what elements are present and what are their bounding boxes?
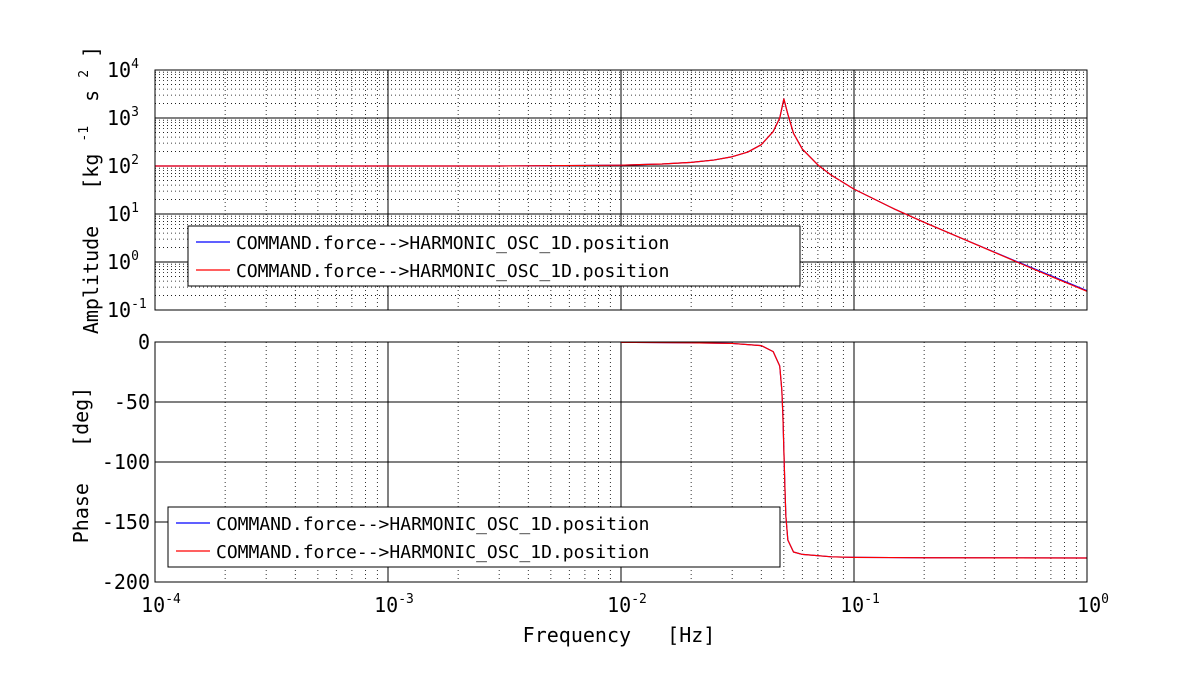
- phase-legend-box: [167, 506, 781, 568]
- magnitude-y-tick-labels: 10-1 100 101 102 103 104: [107, 57, 147, 322]
- magnitude-y-tick-label: 10-1: [107, 297, 147, 322]
- magnitude-y-tick-label: 101: [107, 201, 139, 226]
- x-axis-label: Frequency [Hz]: [523, 623, 716, 647]
- magnitude-legend-box: [187, 225, 801, 287]
- phase-y-tick-label: -200: [102, 570, 150, 594]
- phase-y-tick-label: -100: [102, 450, 150, 474]
- phase-panel: 0 -50 -100 -150 -200 10-4 10-3 10-2 10-1 100 Pha…: [69, 330, 1109, 647]
- phase-y-tick-label: -50: [114, 390, 150, 414]
- magnitude-series-line-2: [155, 98, 1088, 292]
- magnitude-legend-entry-1: COMMAND.force-->HARMONIC_OSC_1D.position: [236, 233, 669, 254]
- magnitude-legend-entry-2: COMMAND.force-->HARMONIC_OSC_1D.position: [236, 261, 669, 282]
- magnitude-panel: 10-1 100 101 102 103 104 Amplitude [kg -1 s 2…: [69, 46, 1088, 334]
- phase-y-tick-labels: 0 -50 -100 -150 -200: [102, 330, 150, 594]
- phase-series-line-2: [620, 341, 1088, 559]
- phase-legend-entry-1: COMMAND.force-->HARMONIC_OSC_1D.position: [216, 514, 649, 535]
- x-tick-label: 100: [1077, 592, 1109, 617]
- phase-y-tick-label: -150: [102, 510, 150, 534]
- magnitude-y-tick-label: 104: [107, 57, 139, 82]
- magnitude-y-tick-label: 100: [107, 249, 139, 274]
- phase-legend: COMMAND.force-->HARMONIC_OSC_1D.position…: [167, 506, 781, 568]
- x-tick-label: 10-2: [607, 592, 647, 617]
- magnitude-series-lines: [155, 98, 1088, 292]
- magnitude-legend: COMMAND.force-->HARMONIC_OSC_1D.position…: [187, 225, 801, 287]
- phase-series-lines: [620, 341, 1088, 559]
- phase-axes-frame: [154, 341, 1088, 583]
- x-tick-label: 10-4: [141, 592, 181, 617]
- x-tick-labels: 10-4 10-3 10-2 10-1 100: [141, 592, 1109, 617]
- phase-y-tick-label: 0: [138, 330, 150, 354]
- magnitude-y-tick-label: 102: [107, 153, 139, 178]
- x-tick-label: 10-3: [374, 592, 414, 617]
- magnitude-y-tick-label: 103: [107, 105, 139, 130]
- magnitude-axes-frame: [154, 69, 1088, 311]
- magnitude-y-axis-label: Amplitude [kg -1 s 2 ]: [69, 46, 103, 334]
- x-tick-label: 10-1: [840, 592, 880, 617]
- phase-y-axis-label: Phase [deg]: [69, 387, 93, 544]
- phase-legend-entry-2: COMMAND.force-->HARMONIC_OSC_1D.position: [216, 542, 649, 563]
